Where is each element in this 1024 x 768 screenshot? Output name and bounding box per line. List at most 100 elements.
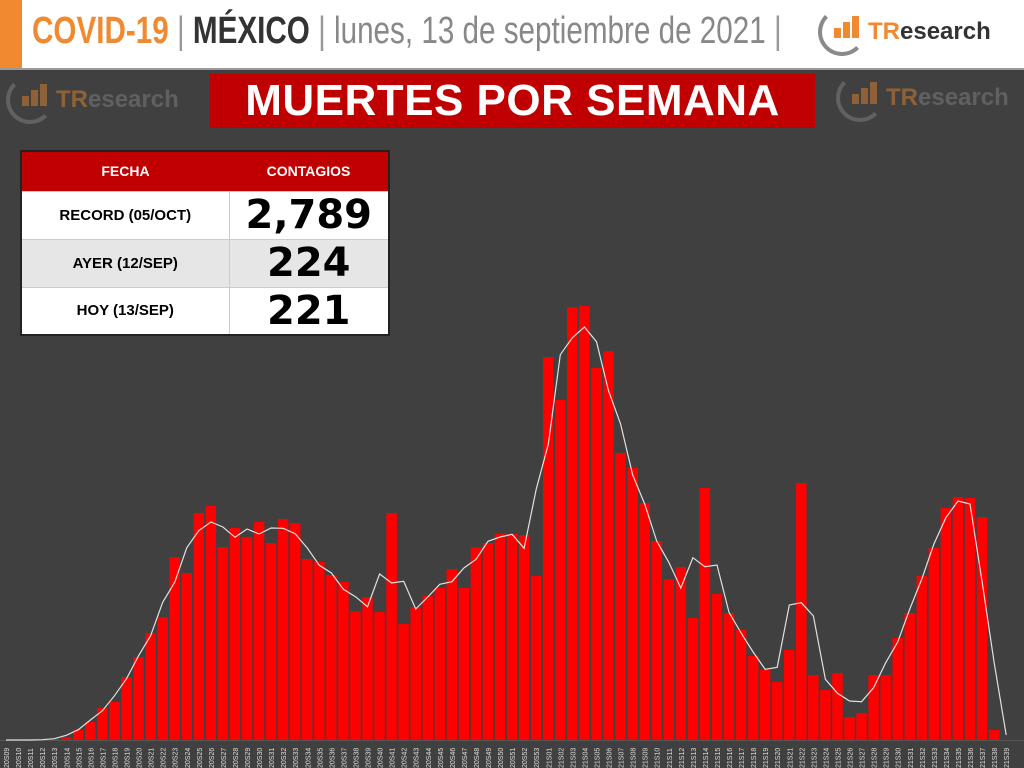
x-tick-label: 21S01 <box>546 748 553 768</box>
x-tick-label: 20S48 <box>474 748 481 768</box>
x-tick-label: 20S33 <box>293 748 300 768</box>
x-tick-label: 21S31 <box>908 748 915 768</box>
header-accent-bar <box>0 0 22 68</box>
x-tick-label: 21S34 <box>944 748 951 768</box>
bar-21S29 <box>880 675 891 740</box>
x-tick-label: 20S40 <box>378 748 385 768</box>
tresearch-logo: TResearch <box>818 8 991 56</box>
x-tick-label: 21S28 <box>872 748 879 768</box>
bar-21S10 <box>651 541 662 740</box>
bar-21S22 <box>796 483 807 740</box>
bar-20S17 <box>97 708 108 740</box>
bar-20S35 <box>314 562 325 740</box>
x-tick-label: 20S41 <box>390 748 397 768</box>
x-tick-label: 21S06 <box>607 748 614 768</box>
x-tick-label: 20S10 <box>16 748 23 768</box>
x-tick-label: 20S47 <box>462 748 469 768</box>
header-fecha: FECHA <box>21 151 229 191</box>
row-value: 2,789 <box>229 190 389 239</box>
x-tick-label: 21S16 <box>727 748 734 768</box>
x-tick-label: 20S45 <box>438 748 445 768</box>
x-tick-label: 21S05 <box>594 748 601 768</box>
bar-20S16 <box>85 722 96 740</box>
x-tick-label: 21S39 <box>1004 748 1011 768</box>
bar-20S19 <box>121 677 132 740</box>
bar-20S34 <box>302 559 313 740</box>
row-label: RECORD (05/OCT) <box>21 190 230 239</box>
bar-20S26 <box>205 506 217 740</box>
bar-20S36 <box>326 575 337 740</box>
x-tick-label: 21S37 <box>980 748 987 768</box>
logo-chart-icon <box>818 8 866 56</box>
bar-20S51 <box>506 534 518 740</box>
x-tick-label: 20S24 <box>185 748 192 768</box>
x-tick-label: 21S35 <box>956 748 963 768</box>
x-tick-label: 21S21 <box>787 748 794 768</box>
bar-21S28 <box>868 675 879 740</box>
bar-21S02 <box>555 400 566 740</box>
logo-chart-icon <box>6 76 54 124</box>
x-tick-label: 20S43 <box>414 748 421 768</box>
bar-21S30 <box>892 638 903 740</box>
bar-20S23 <box>169 557 180 740</box>
bar-20S14 <box>61 737 72 740</box>
bar-20S24 <box>181 573 192 740</box>
bar-21S26 <box>844 717 855 740</box>
bar-21S36 <box>964 498 976 740</box>
header-title: COVID-19 | MÉXICO | lunes, 13 de septiem… <box>32 10 782 53</box>
x-tick-label: 20S09 <box>4 748 11 768</box>
row-value: 221 <box>229 286 389 335</box>
x-tick-label: 20S51 <box>510 748 517 768</box>
x-tick-label: 20S22 <box>161 748 168 768</box>
stats-row-record: RECORD (05/OCT) 2,789 <box>21 190 389 239</box>
bar-21S35 <box>952 497 964 740</box>
bar-20S13 <box>48 739 60 740</box>
x-tick-label: 20S53 <box>534 748 541 768</box>
title-separator: | <box>773 10 782 52</box>
title-country: MÉXICO <box>192 10 310 52</box>
x-tick-label: 21S19 <box>763 748 770 768</box>
x-tick-label: 21S30 <box>896 748 903 768</box>
x-tick-label: 20S52 <box>522 748 529 768</box>
x-tick-label: 20S13 <box>52 748 59 768</box>
x-tick-label: 20S14 <box>64 748 71 768</box>
stats-row-hoy: HOY (13/SEP) 221 <box>21 286 389 335</box>
x-tick-label: 21S15 <box>715 748 722 768</box>
bar-20S32 <box>277 519 289 740</box>
x-tick-label: 21S26 <box>848 748 855 768</box>
x-tick-label: 20S28 <box>233 748 240 768</box>
x-tick-label: 20S16 <box>88 748 95 768</box>
bar-21S06 <box>603 351 614 740</box>
bar-20S53 <box>530 576 542 740</box>
bar-20S48 <box>470 547 482 740</box>
bar-20S31 <box>265 543 277 740</box>
bar-20S41 <box>386 513 397 740</box>
bar-21S21 <box>784 650 795 740</box>
logo-text-tr: TR <box>886 84 918 111</box>
bar-21S24 <box>820 690 831 740</box>
x-tick-label: 21S36 <box>968 748 975 768</box>
bar-21S08 <box>627 468 638 740</box>
bar-21S15 <box>711 594 723 740</box>
x-tick-label: 21S11 <box>667 748 674 768</box>
x-tick-label: 20S36 <box>329 748 336 768</box>
x-tick-label: 21S25 <box>835 748 842 768</box>
chart-banner-title: MUERTES POR SEMANA <box>210 74 815 128</box>
bar-20S27 <box>217 547 229 740</box>
bar-20S30 <box>253 522 265 740</box>
bar-21S05 <box>591 368 602 740</box>
bar-20S33 <box>289 523 301 740</box>
x-tick-label: 21S23 <box>811 748 818 768</box>
bar-20S22 <box>157 617 168 740</box>
bar-20S42 <box>398 624 409 740</box>
bar-20S28 <box>229 528 241 740</box>
x-tick-label: 21S22 <box>799 748 806 768</box>
x-tick-label: 21S10 <box>655 748 662 768</box>
x-tick-label: 21S18 <box>751 748 758 768</box>
bar-20S40 <box>374 612 385 740</box>
x-tick-label: 20S35 <box>317 748 324 768</box>
bar-21S09 <box>639 503 650 740</box>
bar-21S27 <box>856 713 867 740</box>
x-tick-label: 21S24 <box>823 748 830 768</box>
bar-21S25 <box>832 673 843 740</box>
